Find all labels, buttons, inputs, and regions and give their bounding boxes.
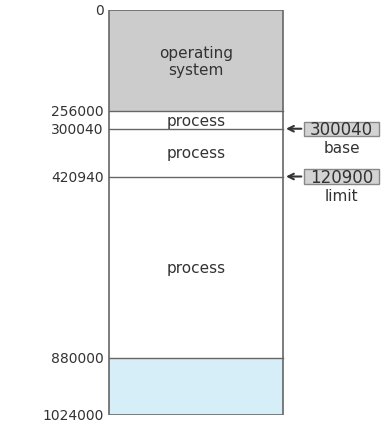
Text: process: process bbox=[167, 113, 225, 128]
Text: 300040: 300040 bbox=[310, 121, 373, 138]
Bar bbox=[109, 11, 283, 112]
Bar bbox=[304, 122, 379, 136]
Text: process: process bbox=[167, 260, 225, 275]
Bar bbox=[109, 177, 283, 358]
Bar bbox=[109, 112, 283, 130]
Bar bbox=[109, 358, 283, 415]
Text: 1024000: 1024000 bbox=[42, 408, 103, 422]
Text: operating
system: operating system bbox=[159, 46, 233, 78]
Text: limit: limit bbox=[325, 188, 358, 203]
Text: base: base bbox=[323, 141, 360, 155]
Text: 0: 0 bbox=[95, 4, 103, 18]
Text: 420940: 420940 bbox=[51, 170, 103, 184]
Bar bbox=[109, 130, 283, 177]
Text: process: process bbox=[167, 146, 225, 161]
Bar bbox=[109, 11, 283, 415]
Text: 300040: 300040 bbox=[51, 122, 103, 136]
Text: 120900: 120900 bbox=[310, 168, 373, 186]
Text: 880000: 880000 bbox=[51, 351, 103, 365]
Text: 256000: 256000 bbox=[51, 105, 103, 119]
Bar bbox=[304, 170, 379, 184]
